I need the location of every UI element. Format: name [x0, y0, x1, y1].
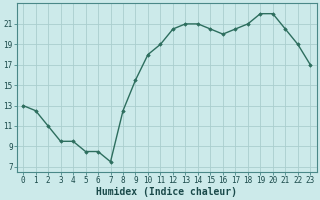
X-axis label: Humidex (Indice chaleur): Humidex (Indice chaleur) [96, 186, 237, 197]
